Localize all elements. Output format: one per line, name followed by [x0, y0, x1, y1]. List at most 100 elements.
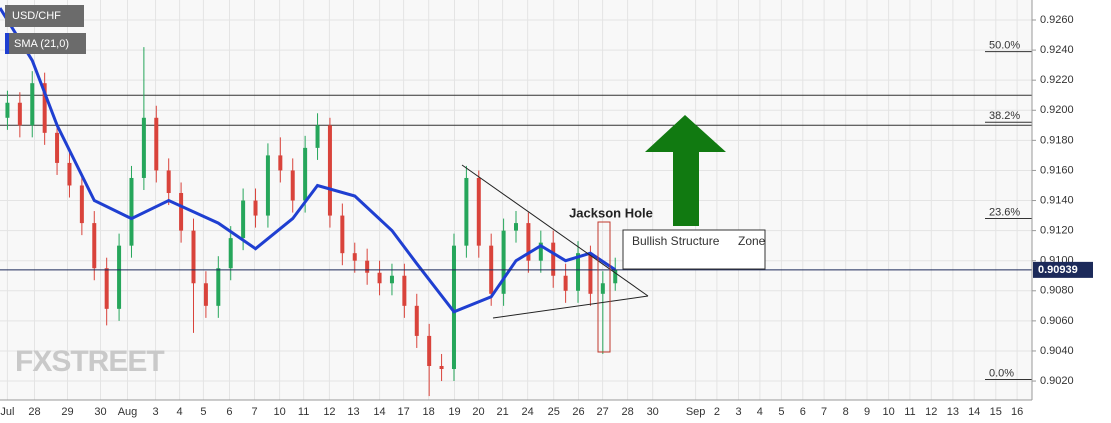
candle-body: [216, 268, 221, 306]
x-tick-label: 16: [1011, 406, 1023, 418]
candle-body: [104, 268, 109, 309]
x-tick-label: 25: [548, 406, 560, 418]
legend-symbol: USD/CHF: [12, 10, 61, 22]
x-tick-label: 5: [200, 406, 206, 418]
x-tick-label: 2: [714, 406, 720, 418]
plot-area: [0, 0, 1032, 400]
candle-body: [241, 200, 246, 239]
legend-box: [5, 5, 84, 27]
x-tick-label: 10: [882, 406, 894, 418]
fib-label: 50.0%: [989, 39, 1020, 51]
x-tick-label: 10: [273, 406, 285, 418]
candle-body: [501, 230, 506, 294]
legend-indicator: SMA (21,0): [14, 38, 69, 50]
x-tick-label: 12: [323, 406, 335, 418]
candle-body: [228, 238, 233, 269]
y-tick-label: 0.9140: [1040, 194, 1074, 206]
legend-swatch: [5, 33, 9, 54]
sma-line: [0, 7, 617, 314]
grid: [0, 0, 1032, 400]
x-tick-label: 14: [968, 406, 980, 418]
candle-body: [265, 155, 270, 216]
price-tag-label: 0.90939: [1038, 264, 1078, 276]
y-tick-label: 0.9160: [1040, 164, 1074, 176]
x-tick-label: 26: [572, 406, 584, 418]
y-tick-label: 0.9180: [1040, 134, 1074, 146]
y-tick-label: 0.9240: [1040, 44, 1074, 56]
candle-body: [414, 305, 419, 336]
candle-body: [17, 102, 22, 126]
x-tick-label: 13: [347, 406, 359, 418]
x-tick-label: 12: [925, 406, 937, 418]
watermark: FXSTREET: [15, 345, 164, 378]
candle-body: [514, 223, 518, 231]
candle-body: [278, 155, 283, 171]
fib-label: 38.2%: [989, 110, 1020, 122]
candle-body: [79, 185, 84, 224]
candle-body: [377, 272, 382, 284]
candle-body: [588, 253, 593, 294]
candle-body: [476, 177, 481, 246]
y-tick-label: 0.9200: [1040, 104, 1074, 116]
candle-body: [303, 147, 308, 201]
x-tick-label: 11: [298, 406, 309, 418]
candle-body: [576, 253, 581, 291]
candle-body: [42, 83, 47, 133]
candle-body: [563, 275, 568, 291]
candle-body: [191, 230, 196, 284]
x-tick-label: 4: [757, 406, 763, 418]
x-tick-label: 18: [423, 406, 435, 418]
candle-body: [538, 242, 543, 261]
candle-body: [129, 177, 134, 246]
x-tick-label: 28: [622, 406, 634, 418]
annotation: Zone: [738, 234, 766, 248]
candle-body: [526, 223, 531, 261]
candle-body: [166, 170, 171, 194]
x-tick-label: 19: [448, 406, 460, 418]
candle-body: [327, 125, 332, 216]
x-tick-label: 5: [778, 406, 784, 418]
x-tick-label: Jul: [0, 406, 14, 418]
x-tick-label: 17: [397, 406, 409, 418]
x-tick-label: 20: [472, 406, 484, 418]
candle-body: [5, 102, 10, 118]
candle-body: [67, 162, 72, 186]
price-tag: [1033, 261, 1093, 278]
x-axis-bg: [0, 400, 1032, 423]
candle-body: [402, 275, 407, 306]
annotation: Bullish Structure: [632, 234, 720, 248]
y-tick-label: 0.9020: [1040, 375, 1074, 387]
candle-body: [290, 170, 295, 201]
x-tick-label: 30: [94, 406, 106, 418]
x-tick-label: 11: [904, 406, 915, 418]
y-tick-label: 0.9080: [1040, 285, 1074, 297]
x-tick-label: 24: [522, 406, 534, 418]
x-tick-label: 3: [152, 406, 158, 418]
candle-body: [613, 269, 618, 284]
trendline: [492, 295, 649, 319]
x-tick-label: 14: [373, 406, 385, 418]
y-tick-label: 0.9120: [1040, 225, 1074, 237]
candle-body: [340, 215, 345, 254]
event-box: [597, 221, 611, 353]
x-tick-label: 13: [947, 406, 959, 418]
fib-label: 0.0%: [989, 367, 1014, 379]
candle-body: [451, 245, 456, 370]
candle-body: [30, 83, 35, 126]
x-tick-label: 21: [496, 406, 508, 418]
y-tick-label: 0.9040: [1040, 345, 1074, 357]
x-tick-label: 30: [647, 406, 659, 418]
marks: 50.0% 38.2% 23.6% 0.0%: [0, 7, 1032, 397]
candle-body: [389, 275, 394, 284]
candle-body: [179, 193, 184, 231]
x-tick-label: 28: [28, 406, 40, 418]
x-tick-label: 8: [843, 406, 849, 418]
fib-label: 23.6%: [989, 206, 1020, 218]
y-tick-label: 0.9260: [1040, 14, 1074, 26]
annotation: Jackson Hole: [569, 205, 653, 220]
candle-body: [253, 200, 258, 216]
x-tick-label: 29: [61, 406, 73, 418]
candle-body: [439, 366, 444, 370]
